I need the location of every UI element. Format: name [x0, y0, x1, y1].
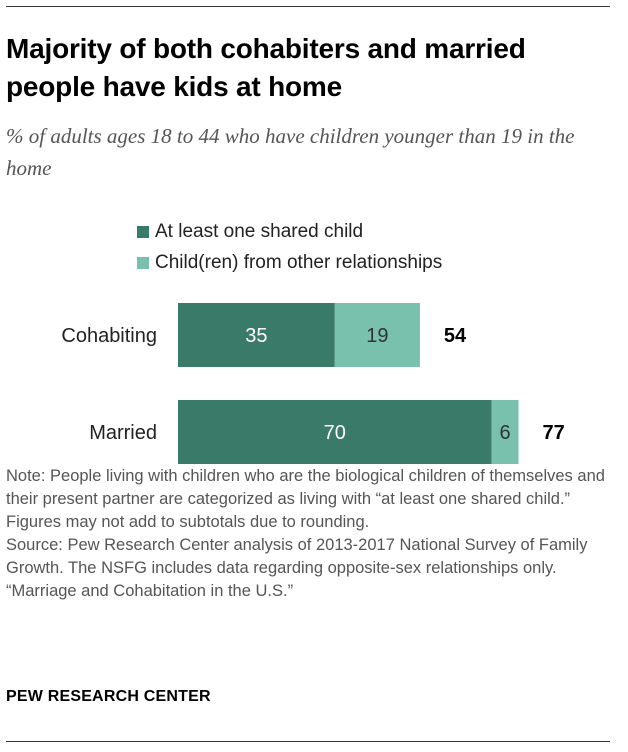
chart-title: Majority of both cohabiters and married … — [6, 33, 526, 102]
legend: At least one shared child Child(ren) fro… — [137, 216, 442, 278]
bar-segment — [178, 303, 335, 367]
data-label: 6 — [499, 422, 510, 444]
data-label: 70 — [324, 422, 346, 444]
notes: Note: People living with children who ar… — [6, 465, 618, 603]
bottom-rule — [6, 741, 610, 742]
total-label: 77 — [542, 422, 564, 444]
bar-segment — [491, 400, 519, 464]
top-rule — [6, 6, 610, 7]
note-text: Note: People living with children who ar… — [6, 467, 605, 531]
chart-subtitle: % of adults ages 18 to 44 who have child… — [6, 124, 575, 180]
bar-segment — [178, 400, 492, 464]
data-label: 35 — [245, 325, 267, 347]
category-label: Cohabiting — [61, 325, 157, 347]
category-label: Married — [89, 422, 157, 444]
legend-label-other: Child(ren) from other relationships — [155, 251, 443, 273]
data-label: 19 — [366, 325, 388, 347]
legend-swatch-other — [137, 256, 149, 269]
brand-label: PEW RESEARCH CENTER — [6, 688, 211, 705]
source-text: Source: Pew Research Center analysis of … — [6, 536, 588, 577]
legend-item-other: Child(ren) from other relationships — [137, 247, 442, 278]
bar-segment — [334, 303, 420, 367]
legend-item-shared: At least one shared child — [137, 216, 442, 247]
legend-swatch-shared — [137, 225, 149, 238]
report-title: “Marriage and Cohabitation in the U.S.” — [6, 582, 294, 600]
total-label: 54 — [444, 325, 467, 347]
legend-label-shared: At least one shared child — [155, 220, 364, 242]
